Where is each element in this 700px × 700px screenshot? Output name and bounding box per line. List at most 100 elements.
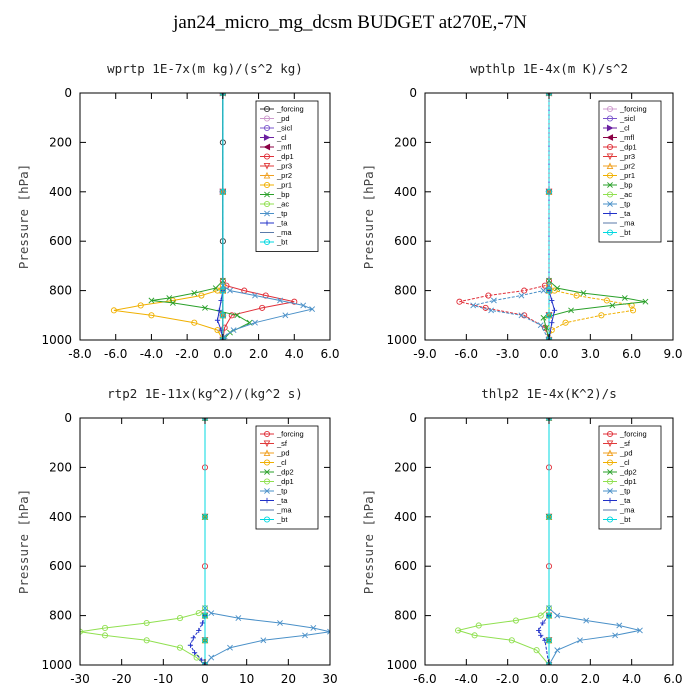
data-point <box>195 610 202 617</box>
data-point <box>537 322 544 329</box>
data-point <box>545 612 553 619</box>
data-point <box>609 302 616 309</box>
y-tick-label: 600 <box>394 234 417 248</box>
legend-marker <box>264 210 270 217</box>
legend-marker <box>606 143 614 151</box>
data-point <box>562 319 569 326</box>
chart-title: rtp2 1E-11x(kg^2)/(kg^2 s) <box>107 386 303 401</box>
y-tick-label: 200 <box>49 135 72 149</box>
data-point <box>277 297 283 304</box>
y-tick-label: 800 <box>394 284 417 298</box>
x-tick-label: 0 <box>201 672 209 686</box>
data-point <box>512 617 519 624</box>
legend-label: _sf <box>276 439 288 448</box>
x-tick-label: 0.0 <box>213 347 232 361</box>
data-point <box>198 292 205 299</box>
legend-label: _dp1 <box>619 143 637 152</box>
chart-panel-2: wpthlp 1E-4x(m K)/s^2 Pressure [hPa] -9.0 -… <box>361 61 683 361</box>
x-tick-label: 0.0 <box>539 347 558 361</box>
x-tick-label: -3.0 <box>496 347 519 361</box>
legend-label: _pd <box>276 114 290 123</box>
data-point <box>327 628 330 635</box>
legend-label: _ac <box>619 190 632 199</box>
data-point <box>490 297 497 304</box>
data-point <box>191 290 198 296</box>
data-point <box>577 637 583 644</box>
x-tick-label: -6.0 <box>104 347 127 361</box>
data-point <box>470 302 477 309</box>
legend-marker <box>606 124 614 132</box>
data-point <box>219 287 226 294</box>
data-point <box>166 295 173 301</box>
data-point <box>202 304 208 311</box>
data-point <box>471 632 478 639</box>
legend-label: _ma <box>276 228 292 237</box>
legend-label: _dp2 <box>619 468 637 477</box>
legend-marker <box>606 172 614 179</box>
data-point <box>302 632 308 639</box>
legend-label: _bt <box>276 515 288 524</box>
legend-label: _bp <box>619 181 633 190</box>
legend-label: _forcing <box>276 430 304 439</box>
data-point <box>176 644 184 651</box>
legend-marker <box>607 488 613 494</box>
data-point <box>282 312 289 319</box>
y-tick-label: 400 <box>49 185 72 199</box>
data-point <box>216 307 222 313</box>
legend-label: _ta <box>619 496 631 505</box>
data-point <box>545 312 553 319</box>
legend-label: _cl <box>619 458 630 467</box>
x-tick-label: 6.0 <box>663 672 682 686</box>
data-point <box>545 513 553 520</box>
data-point <box>536 627 542 634</box>
data-point <box>214 317 221 323</box>
legend-label: _tp <box>276 487 287 496</box>
data-point <box>616 622 623 629</box>
legend-label: _dp1 <box>276 477 294 486</box>
x-tick-label: 3.0 <box>581 347 600 361</box>
legend-label: _cl <box>619 124 630 133</box>
x-tick-label: 10 <box>239 672 254 686</box>
data-point <box>485 292 492 299</box>
data-point <box>191 319 198 326</box>
data-point <box>196 627 202 634</box>
data-point <box>540 314 547 321</box>
data-point <box>642 298 649 305</box>
x-tick-label: -9.0 <box>413 347 436 361</box>
legend-box <box>598 100 662 243</box>
data-point <box>549 320 555 326</box>
legend-label: _ta <box>276 496 288 505</box>
legend-marker <box>606 459 614 466</box>
y-tick-label: 800 <box>49 284 72 298</box>
legend-label: _bt <box>619 515 631 524</box>
x-tick-label: 2.0 <box>249 347 268 361</box>
series-line-tp <box>473 93 550 340</box>
data-point <box>549 297 555 304</box>
legend-label: _pr1 <box>276 181 292 190</box>
data-point <box>482 304 489 311</box>
legend-marker <box>606 115 614 122</box>
legend-label: _bp <box>276 190 290 199</box>
legend-label: _tp <box>276 209 287 218</box>
legend-marker <box>263 115 271 122</box>
data-point <box>143 619 150 627</box>
x-tick-label: -4.0 <box>455 672 478 686</box>
data-point <box>193 654 200 661</box>
x-tick-label: 4.0 <box>622 672 641 686</box>
chart-panel-3: rtp2 1E-11x(kg^2)/(kg^2 s) Pressure [hPa]… <box>16 386 338 686</box>
legend-label: _forcing <box>276 105 304 114</box>
y-tick-label: 0 <box>64 86 72 100</box>
legend-marker <box>606 134 614 141</box>
legend-label: _ta <box>619 209 631 218</box>
page-title: jan24_micro_mg_dcsm BUDGET at270E,-7N <box>173 12 527 33</box>
data-point <box>252 292 258 299</box>
data-point <box>612 632 619 639</box>
data-point <box>219 312 226 319</box>
data-point <box>533 647 540 654</box>
legend-marker <box>264 488 270 494</box>
data-point <box>227 644 233 651</box>
data-point <box>230 327 237 334</box>
legend-marker <box>607 469 613 475</box>
legend-label: _cl <box>276 133 287 142</box>
